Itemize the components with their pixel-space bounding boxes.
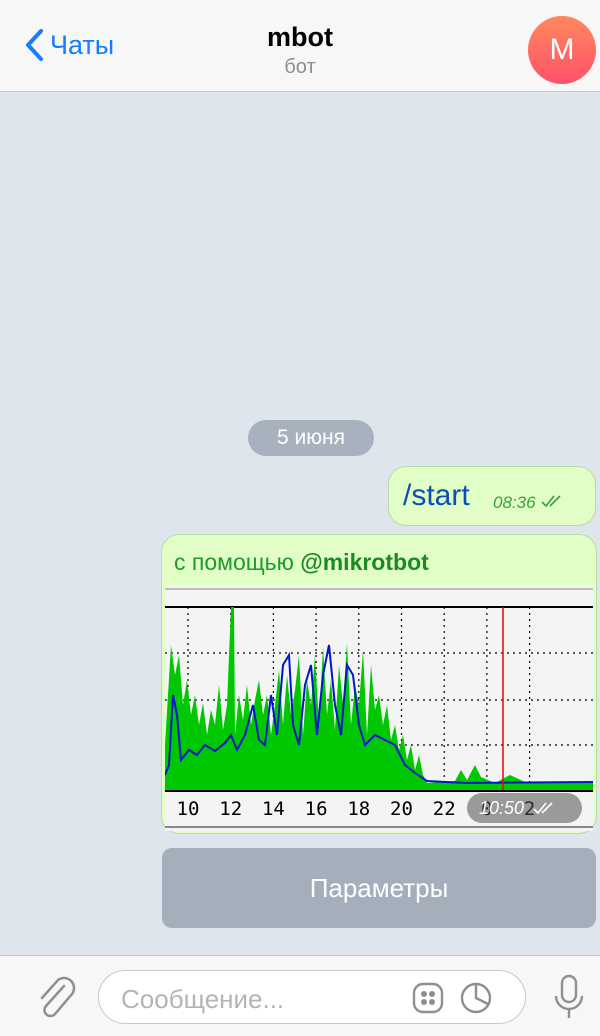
page: mbot {"header":{"back":"Чаты","title":"m… xyxy=(0,0,600,1036)
time: 10:50 xyxy=(479,798,524,819)
message-time: 08:36 xyxy=(493,493,564,513)
message-text: /start xyxy=(403,479,470,513)
graph-x-label: 20 xyxy=(390,798,413,820)
bot-message: с помощью @mikrotbot 1012141618202202 10… xyxy=(161,534,597,834)
outgoing-message: /start 08:36 xyxy=(388,466,596,526)
graph-x-label: 16 xyxy=(305,798,328,820)
message-field[interactable]: Сообщение... xyxy=(98,970,526,1024)
graph-x-label: 10 xyxy=(177,798,200,820)
graph-x-label: 12 xyxy=(219,798,242,820)
attach-button[interactable] xyxy=(34,976,78,1020)
graph-x-label: 22 xyxy=(433,798,456,820)
via-bot: с помощью @mikrotbot xyxy=(174,549,429,576)
read-ticks xyxy=(540,494,564,508)
graph-x-label: 14 xyxy=(262,798,285,820)
placeholder: Сообщение... xyxy=(121,984,284,1015)
chat-screen: Чаты mbot бот M 5 июня /start 08:36 с по… xyxy=(0,0,600,1036)
timer-button[interactable] xyxy=(459,981,493,1015)
message-time: 10:50 xyxy=(467,793,582,823)
chat-title: mbot xyxy=(0,22,600,53)
via-text: с помощью xyxy=(174,549,294,575)
time: 08:36 xyxy=(493,493,536,512)
mic-button[interactable] xyxy=(552,972,586,1022)
graph-x-label: 18 xyxy=(347,798,370,820)
avatar[interactable]: M xyxy=(528,16,596,84)
input-bar: Сообщение... xyxy=(0,955,600,1036)
bot-username[interactable]: @mikrotbot xyxy=(300,549,428,575)
chat-subtitle: бот xyxy=(0,56,600,79)
date-pill: 5 июня xyxy=(248,420,374,456)
sticker-button[interactable] xyxy=(411,981,445,1015)
read-ticks xyxy=(532,801,556,815)
header: Чаты mbot бот M xyxy=(0,0,600,92)
keyboard-button[interactable]: Параметры xyxy=(162,848,596,928)
